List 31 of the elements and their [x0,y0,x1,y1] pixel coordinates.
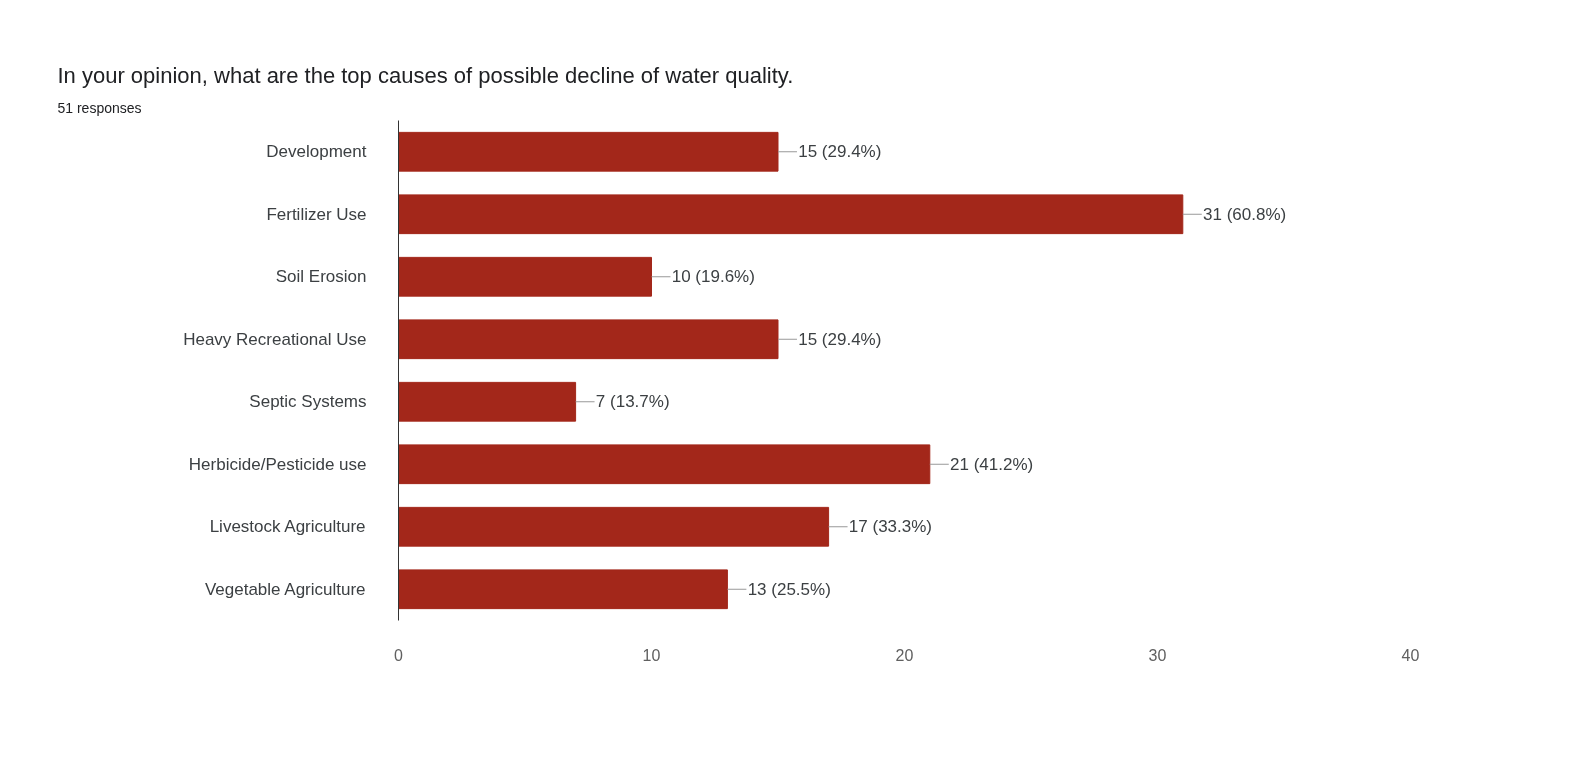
chart-title: In your opinion, what are the top causes of possible decline of water quality. [57,62,794,88]
data-label: 17 (33.3%) [848,517,933,537]
data-label: 10 (19.6%) [671,267,755,287]
data-label: 13 (25.5%) [747,579,831,599]
data-label: 15 (29.4%) [798,142,882,162]
bar [398,506,830,547]
x-tick-label: 10 [642,646,661,664]
y-tick-label: Vegetable Agriculture [204,579,366,599]
bar [398,319,779,360]
bar [398,381,577,422]
bar [398,444,931,485]
bar [398,256,652,297]
x-tick-label: 40 [1401,646,1420,664]
y-tick-label: Heavy Recreational Use [183,329,367,349]
text: 51 responses [57,99,142,116]
x-tick-label: 0 [394,646,404,664]
data-label: 15 (29.4%) [798,329,882,349]
y-tick-label: Herbicide/Pesticide use [188,454,367,474]
data-label: 31 (60.8%) [1203,204,1287,224]
x-tick-label: 30 [1148,646,1167,664]
y-tick-label: Fertilizer Use [266,204,367,224]
bar [398,131,779,172]
bar [398,569,728,610]
bar [398,194,1184,235]
data-label: 21 (41.2%) [950,454,1034,474]
data-label: 7 (13.7%) [595,392,670,412]
y-tick-label: Livestock Agriculture [209,517,366,537]
x-tick-label: 20 [895,646,914,664]
y-tick-label: Septic Systems [249,392,367,412]
y-tick-label: Development [266,142,367,162]
y-tick-label: Soil Erosion [275,267,367,287]
